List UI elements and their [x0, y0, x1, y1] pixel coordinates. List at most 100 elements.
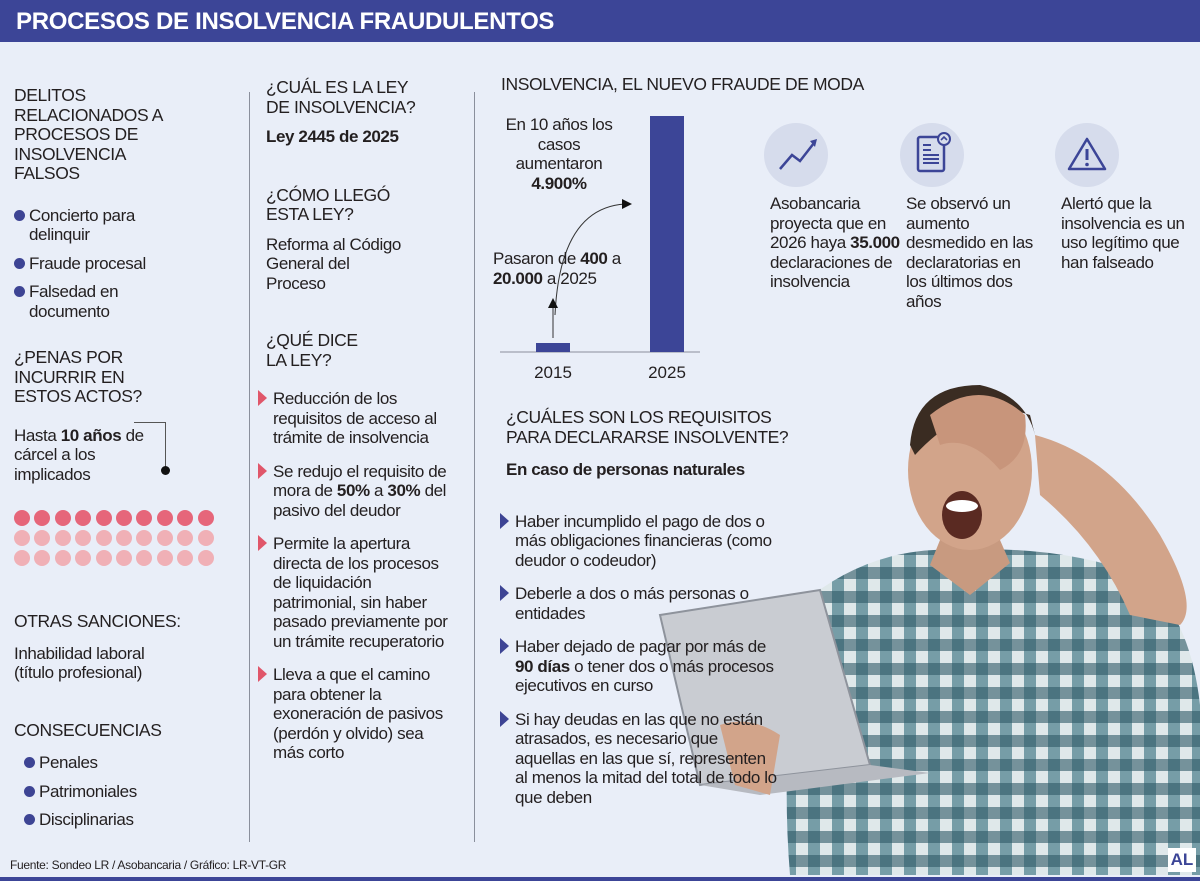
text-part: Asobancaria proyecta que en 2026 haya	[770, 194, 886, 252]
penalty-dot	[75, 530, 92, 546]
list-item-label: Falsedad en documento	[29, 282, 119, 321]
triangle-bullet-icon	[258, 535, 267, 551]
stat-text: Se observó un aumento desmedido en las d…	[906, 194, 1036, 311]
header-bar: PROCESOS DE INSOLVENCIA FRAUDULENTOS	[0, 0, 1200, 42]
text-part: Alertó que la insolvencia es un uso legí…	[1061, 194, 1185, 272]
penalty-dot	[95, 510, 112, 526]
penalty-dot	[14, 550, 30, 566]
stat-text: Alertó que la insolvencia es un uso legí…	[1061, 194, 1191, 272]
a-como-llego: Reforma al Código General del Proceso	[266, 234, 401, 293]
penalty-dot	[177, 550, 194, 566]
delitos-title: DELITOS RELACIONADOS A PROCESOS DE INSOL…	[14, 85, 163, 183]
trend-up-icon	[764, 123, 828, 187]
requisitos-section: ¿CUÁLES SON LOS REQUISITOS PARA DECLARAR…	[500, 407, 806, 821]
list-item-label: Penales	[39, 753, 98, 772]
delito-item: Fraude procesal	[14, 254, 164, 274]
list-item-label: Patrimoniales	[39, 781, 137, 801]
penalty-dot	[156, 550, 173, 566]
document-icon	[900, 123, 964, 187]
bullet-dot-icon	[24, 785, 35, 797]
otras-title: OTRAS SANCIONES:	[14, 611, 181, 631]
penalty-dot	[115, 550, 132, 566]
requisito-item: Deberle a dos o más personas o entidades	[500, 584, 780, 623]
penalty-dot	[136, 550, 153, 566]
penalty-dot	[54, 550, 71, 566]
triangle-bullet-icon	[258, 462, 267, 479]
penalty-dot	[197, 530, 214, 546]
warning-icon	[1055, 123, 1119, 187]
text-part: Permite la apertura directa de los proce…	[273, 534, 448, 651]
ley-item: Lleva a que el camino para obtener la ex…	[258, 665, 458, 763]
penalty-dot	[197, 510, 214, 526]
x-tick-label: 2015	[534, 363, 572, 382]
chart-title: INSOLVENCIA, EL NUEVO FRAUDE DE MODA	[501, 74, 864, 94]
list-item-text: Deberle a dos o más personas o entidades	[515, 584, 780, 623]
penas-dot-grid	[14, 510, 244, 566]
requisito-item: Haber incumplido el pago de dos o más ob…	[500, 512, 780, 571]
penalty-dot	[34, 530, 51, 546]
text-part: 50%	[336, 481, 370, 500]
text-part: Lleva a que el camino para obtener la ex…	[273, 665, 443, 762]
penalty-dot	[177, 510, 194, 526]
triangle-bullet-icon	[258, 390, 267, 406]
column-ley: ¿CUÁL ES LA LEY DE INSOLVENCIA? Ley 2445…	[258, 77, 466, 777]
list-item-text: Se redujo el requisito de mora de 50% a …	[273, 462, 458, 521]
q-cual-ley: ¿CUÁL ES LA LEY DE INSOLVENCIA?	[266, 77, 416, 117]
requisito-item: Si hay deudas en las que no están atrasa…	[500, 710, 780, 808]
text-part: 90 días	[515, 656, 570, 676]
list-item-text: Haber incumplido el pago de dos o más ob…	[515, 512, 780, 571]
list-item-label: Concierto para delinquir	[29, 205, 135, 245]
list-item-text: Permite la apertura directa de los proce…	[273, 534, 458, 651]
q-que-dice: ¿QUÉ DICE LA LEY?	[266, 330, 358, 370]
man-with-laptop-photo	[658, 385, 1200, 875]
page-title: PROCESOS DE INSOLVENCIA FRAUDULENTOS	[16, 8, 555, 35]
chart-annotation-values: Pasaron de 400 a 20.000 a 2025	[493, 249, 621, 288]
list-item-text: Lleva a que el camino para obtener la ex…	[273, 665, 458, 763]
a-cual-ley: Ley 2445 de 2025	[266, 127, 399, 146]
bullet-dot-icon	[14, 286, 25, 297]
requisito-item: Haber dejado de pagar por más de 90 días…	[500, 637, 780, 696]
penalty-dot	[95, 530, 112, 546]
consecuencia-item: Disciplinarias	[24, 810, 244, 830]
stat-text: Asobancaria proyecta que en 2026 haya 35…	[770, 194, 900, 292]
text-part: Haber incumplido el pago de dos o más ob…	[515, 511, 772, 570]
ley-item: Reducción de los requisitos de acceso al…	[258, 389, 458, 448]
triangle-bullet-icon	[500, 710, 509, 727]
list-item-label: Fraude procesal	[29, 253, 146, 273]
text-part: Haber dejado de pagar por más de	[515, 637, 766, 656]
penalty-dot	[136, 530, 153, 546]
bar-2015	[536, 343, 570, 352]
list-item-text: Si hay deudas en las que no están atrasa…	[515, 710, 780, 808]
chart-annotation-growth: En 10 años los casos aumentaron 4.900%	[505, 115, 613, 193]
penalty-dot	[34, 510, 51, 526]
triangle-bullet-icon	[500, 585, 509, 601]
text-part: o tener dos o más procesos ejecutivos en…	[515, 656, 774, 696]
penalty-dot	[115, 510, 132, 526]
consecuencia-item: Penales	[24, 753, 244, 773]
penalty-dot	[197, 550, 214, 566]
list-item-text: Reducción de los requisitos de acceso al…	[273, 389, 458, 448]
penalty-dot	[75, 550, 92, 566]
penalty-dot	[115, 530, 132, 546]
triangle-bullet-icon	[500, 638, 509, 654]
x-tick-label: 2025	[648, 363, 686, 382]
ley-item: Se redujo el requisito de mora de 50% a …	[258, 462, 458, 521]
bullet-dot-icon	[14, 209, 25, 221]
bar-chart: 2015 2025	[500, 116, 700, 382]
bullet-dot-icon	[24, 757, 35, 768]
delito-item: Concierto para delinquir	[14, 206, 164, 245]
triangle-bullet-icon	[258, 666, 267, 682]
consecuencia-item: Patrimoniales	[24, 782, 244, 802]
q-como-llego: ¿CÓMO LLEGÓ ESTA LEY?	[266, 184, 390, 224]
list-item-text: Haber dejado de pagar por más de 90 días…	[515, 637, 780, 696]
penalty-dot	[14, 510, 30, 526]
penalty-dot	[75, 510, 92, 526]
penalty-dot	[14, 530, 30, 546]
text-part: Se redujo el requisito de mora de	[273, 461, 447, 501]
consecuencias-title: CONSECUENCIAS	[14, 719, 162, 740]
text-part: Se observó un aumento desmedido en las d…	[906, 194, 1033, 311]
penalty-dot	[54, 510, 71, 526]
penalty-dot	[95, 550, 112, 566]
penalty-dot	[136, 510, 153, 526]
penas-text: Hasta 10 años de cárcel a los implicados	[14, 425, 144, 484]
